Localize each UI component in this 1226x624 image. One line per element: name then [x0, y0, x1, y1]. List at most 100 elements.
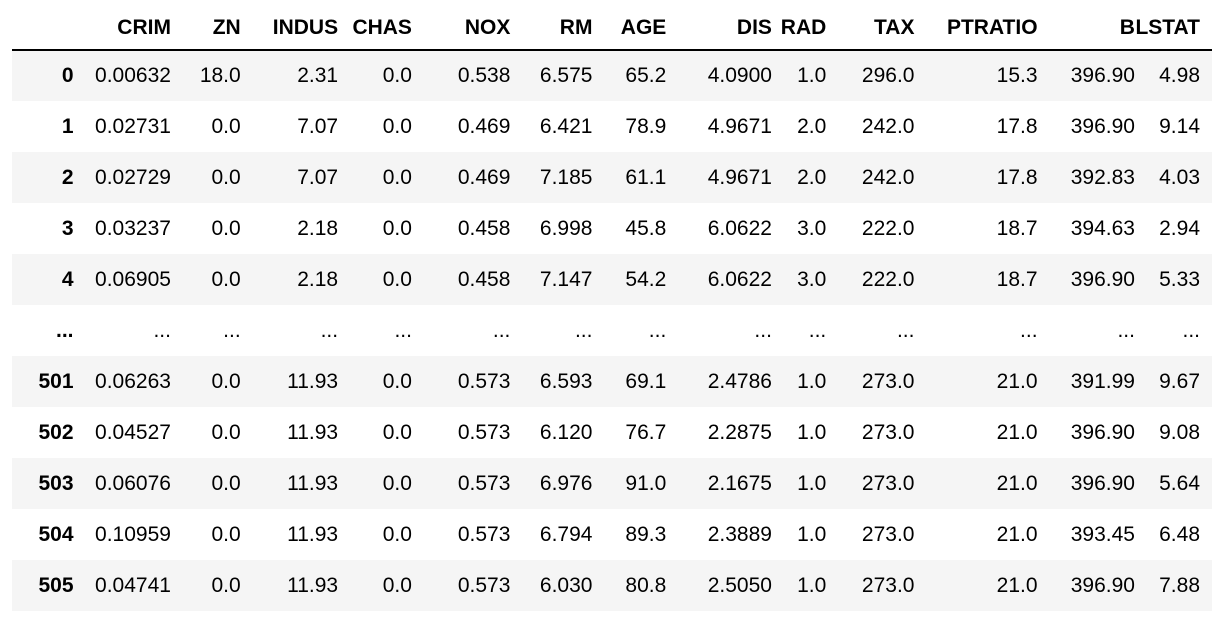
table-cell: ... [574, 318, 593, 342]
table-cell: 2.4786 [707, 369, 772, 393]
table-cell: 0.538 [457, 64, 511, 87]
table-cell: 0.469 [457, 114, 511, 138]
table-cell: 0.02731 [95, 114, 171, 138]
table-cell: 78.9 [625, 114, 667, 138]
table-cell: 89.3 [625, 522, 667, 546]
table-cell: 21.0 [996, 369, 1038, 393]
table-cell: 394.63 [1070, 216, 1135, 240]
table-cell: 273.0 [861, 573, 915, 597]
table-cell: 1.0 [797, 573, 827, 597]
column-header: RM [510, 7, 593, 51]
table-row: 4 0.06905 0.0 2.18 0.0 0.458 7.147 54.2 6.0622 3.… [12, 254, 1212, 305]
column-header: CRIM [73, 7, 171, 51]
table-cell: 2.18 [297, 216, 339, 240]
table-cell: 3.0 [797, 216, 827, 240]
table-cell: 5.64 [1159, 471, 1200, 495]
table-row: 504 0.10959 0.0 11.93 0.0 0.573 6.794 89.3 2.388… [12, 509, 1212, 560]
table-cell: 4.03 [1159, 165, 1200, 189]
table-cell: 396.90 [1070, 114, 1135, 138]
column-header: RAD [771, 7, 827, 51]
index-header [12, 7, 74, 51]
table-row: 2 0.02729 0.0 7.07 0.0 0.469 7.185 61.1 4.9671 2.… [12, 152, 1212, 203]
table-cell: 21.0 [996, 522, 1038, 546]
table-cell: 11.93 [287, 522, 339, 546]
table-cell: 7.185 [539, 165, 593, 189]
row-index: ... [56, 318, 74, 342]
table-cell: 91.0 [625, 471, 667, 495]
table-cell: 1.0 [797, 522, 827, 546]
table-cell: 273.0 [861, 420, 915, 444]
table-cell: 1.0 [797, 64, 827, 87]
table-cell: 0.573 [457, 471, 511, 495]
table-cell: 15.3 [996, 64, 1038, 87]
table-row: 502 0.04527 0.0 11.93 0.0 0.573 6.120 76.7 2.287… [12, 407, 1212, 458]
table-cell: 396.90 [1070, 471, 1135, 495]
table-cell: 222.0 [861, 216, 915, 240]
table-cell: 0.06905 [95, 267, 171, 291]
table-cell: ... [1117, 318, 1135, 342]
table-cell: 0.0 [211, 267, 241, 291]
table-cell: 2.0 [797, 165, 827, 189]
table-cell: 0.0 [211, 216, 241, 240]
table-cell: 45.8 [625, 216, 667, 240]
table-cell: 76.7 [625, 420, 667, 444]
table-cell: 0.458 [457, 267, 511, 291]
table-cell: 0.10959 [95, 522, 171, 546]
table-cell: 7.07 [297, 114, 339, 138]
table-cell: 11.93 [287, 471, 339, 495]
table-cell: 396.90 [1070, 573, 1135, 597]
table-cell: 0.0 [211, 573, 241, 597]
table-cell: 6.0622 [707, 216, 772, 240]
table-cell: 391.99 [1070, 369, 1135, 393]
table-cell: 396.90 [1070, 420, 1135, 444]
table-cell: ... [1020, 318, 1038, 342]
table-cell: 0.0 [211, 165, 241, 189]
column-header: AGE [592, 7, 667, 51]
table-cell: 2.94 [1159, 216, 1200, 240]
column-header: CHAS [338, 7, 412, 51]
table-cell: ... [492, 318, 511, 342]
column-header: PTRATIO [914, 7, 1038, 51]
table-cell: ... [153, 318, 171, 342]
table-cell: 0.0 [211, 114, 241, 138]
table-cell: ... [320, 318, 339, 342]
column-header: LSTAT [1134, 7, 1212, 51]
table-cell: 6.794 [539, 522, 593, 546]
table-cell: 7.147 [539, 267, 593, 291]
table-cell: 21.0 [996, 420, 1038, 444]
table-cell: 6.120 [539, 420, 593, 444]
table-cell: 0.458 [457, 216, 511, 240]
table-cell: 0.0 [211, 420, 241, 444]
table-cell: 0.0 [211, 471, 241, 495]
table-cell: 6.421 [539, 114, 593, 138]
row-index: 4 [61, 267, 74, 291]
table-cell: 9.08 [1159, 420, 1200, 444]
table-cell: 1.0 [797, 420, 827, 444]
table-cell: 393.45 [1070, 522, 1135, 546]
table-cell: 0.0 [382, 114, 412, 138]
table-cell: 21.0 [996, 471, 1038, 495]
table-cell: 6.593 [539, 369, 593, 393]
table-cell: 2.1675 [707, 471, 772, 495]
row-index: 1 [61, 114, 74, 138]
table-cell: ... [394, 318, 412, 342]
table-cell: 242.0 [861, 114, 915, 138]
table-cell: 0.06263 [95, 369, 171, 393]
table-row: 0 0.00632 18.0 2.31 0.0 0.538 6.575 65.2 4.0900 1… [12, 50, 1212, 101]
table-cell: 5.33 [1159, 267, 1200, 291]
column-header: INDUS [240, 7, 339, 51]
table-body: 0 0.00632 18.0 2.31 0.0 0.538 6.575 65.2 4.0900 1… [12, 50, 1212, 611]
table-cell: 0.0 [382, 267, 412, 291]
table-cell: 0.0 [382, 420, 412, 444]
dataframe-container: CRIM ZN INDUS CHAS NOX RM AGE DIS RAD TAX PTRATIO B… [12, 7, 1212, 611]
table-cell: 0.469 [457, 165, 511, 189]
table-cell: 2.31 [297, 64, 339, 87]
table-cell: 392.83 [1070, 165, 1135, 189]
table-cell: 0.04527 [95, 420, 171, 444]
table-cell: 9.67 [1159, 369, 1200, 393]
table-cell: 296.0 [861, 64, 915, 87]
table-cell: 2.3889 [707, 522, 772, 546]
table-cell: 17.8 [996, 114, 1038, 138]
table-cell: ... [808, 318, 827, 342]
table-cell: 273.0 [861, 471, 915, 495]
